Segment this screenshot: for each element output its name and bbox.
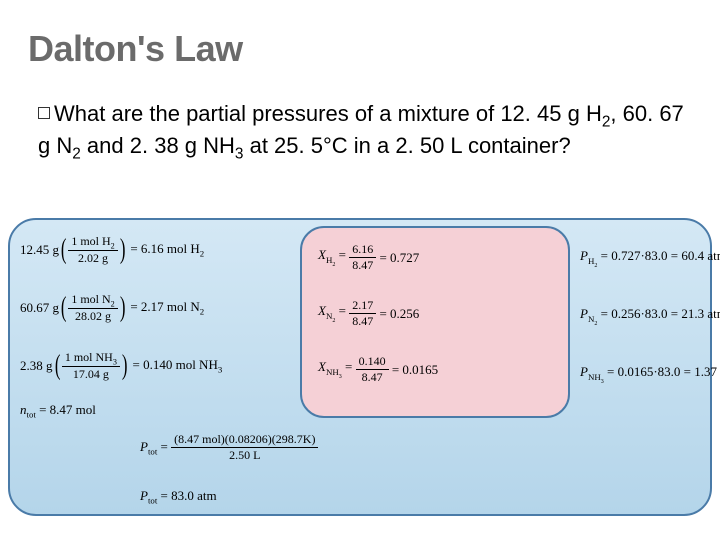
calc-n2-moles: 60.67 g ( 1 mol N228.02 g ) = 2.17 mol N… <box>20 292 204 324</box>
q-a: are the partial pressures of a mixture o… <box>105 101 601 126</box>
ph2-expr: 0.727·83.0 <box>611 248 667 263</box>
slide-title: Dalton's Law <box>28 28 243 70</box>
xh2-den: 8.47 <box>349 258 376 273</box>
h2-num: 1 mol H <box>71 234 110 248</box>
ptot-den: 2.50 L <box>171 448 318 463</box>
ptot-res: 83.0 atm <box>171 488 217 503</box>
xnh3-val: 0.0165 <box>402 362 438 377</box>
bullet-icon <box>38 107 50 119</box>
question-text: What are the partial pressures of a mixt… <box>38 100 688 165</box>
calc-nh3-moles: 2.38 g ( 1 mol NH317.04 g ) = 0.140 mol … <box>20 350 222 382</box>
pnh3-expr: 0.0165·83.0 <box>618 364 681 379</box>
ph2-val: 60.4 atm <box>681 248 720 263</box>
xn2-val: 0.256 <box>390 306 419 321</box>
n2-mass: 60.67 g <box>20 300 59 316</box>
xnh3-den: 8.47 <box>356 370 389 385</box>
h2-mass: 12.45 g <box>20 242 59 258</box>
nh3-den: 17.04 g <box>62 367 120 382</box>
partial-h2: PH2 = 0.727·83.0 = 60.4 atm <box>580 248 720 268</box>
molefrac-nh3: XNH3 = 0.1408.47 = 0.0165 <box>318 354 438 385</box>
h2-den: 2.02 g <box>68 251 117 266</box>
calc-ptot-formula: Ptot = (8.47 mol)(0.08206)(298.7K)2.50 L <box>140 432 318 463</box>
partial-n2: PN2 = 0.256·83.0 = 21.3 atm <box>580 306 720 326</box>
ntot-val: 8.47 mol <box>50 402 96 417</box>
xn2-num: 2.17 <box>349 298 376 314</box>
calc-h2-moles: 12.45 g ( 1 mol H22.02 g ) = 6.16 mol H2 <box>20 234 204 266</box>
h2-res: 6.16 mol H <box>141 241 200 256</box>
nh3-mass: 2.38 g <box>20 358 53 374</box>
pnh3-val: 1.37 atm <box>694 364 720 379</box>
q-d: at 25. 5°C in a 2. 50 L container? <box>243 133 570 158</box>
pn2-val: 21.3 atm <box>681 306 720 321</box>
xnh3-num: 0.140 <box>356 354 389 370</box>
molefrac-n2: XN2 = 2.178.47 = 0.256 <box>318 298 419 329</box>
xh2-val: 0.727 <box>390 250 419 265</box>
q-prefix: What <box>54 101 105 126</box>
calc-ntot: ntot = 8.47 mol <box>20 402 96 420</box>
ptot-num: (8.47 mol)(0.08206)(298.7K) <box>171 432 318 448</box>
q-c: and 2. 38 g NH <box>81 133 235 158</box>
xh2-num: 6.16 <box>349 242 376 258</box>
nh3-res: 0.140 mol NH <box>143 357 218 372</box>
xn2-den: 8.47 <box>349 314 376 329</box>
calc-ptot-result: Ptot = 83.0 atm <box>140 488 217 506</box>
n2-num: 1 mol N <box>71 292 110 306</box>
n2-res: 2.17 mol N <box>141 299 200 314</box>
pn2-expr: 0.256·83.0 <box>611 306 667 321</box>
molefrac-h2: XH2 = 6.168.47 = 0.727 <box>318 242 419 273</box>
partial-nh3: PNH3 = 0.0165·83.0 = 1.37 atm <box>580 364 720 384</box>
n2-den: 28.02 g <box>68 309 117 324</box>
nh3-num: 1 mol NH <box>65 350 113 364</box>
